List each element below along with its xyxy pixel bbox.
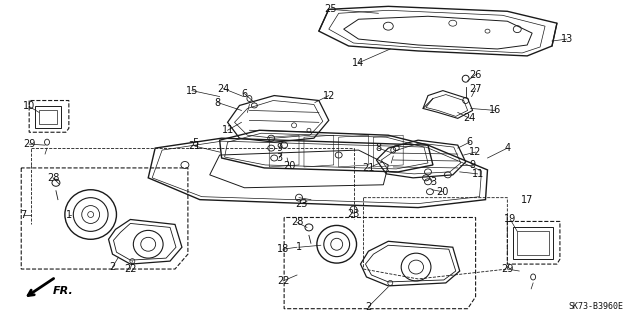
Text: 23: 23 (348, 209, 360, 219)
Text: 22: 22 (124, 264, 136, 274)
Text: 20: 20 (436, 187, 449, 197)
Text: 6: 6 (241, 89, 248, 99)
Text: 26: 26 (469, 70, 482, 80)
Text: 24: 24 (463, 113, 476, 123)
Text: 12: 12 (323, 91, 335, 100)
Text: 28: 28 (291, 218, 303, 227)
Text: 23: 23 (295, 199, 307, 209)
Text: 10: 10 (23, 101, 35, 111)
Text: 21: 21 (362, 163, 374, 173)
Text: 12: 12 (469, 147, 482, 157)
Text: 21: 21 (189, 141, 201, 151)
Bar (35, 107, 61, 128)
Text: 29: 29 (23, 139, 35, 149)
Text: 19: 19 (504, 214, 516, 225)
Text: 16: 16 (490, 106, 502, 115)
Bar (39, 110, 57, 124)
Text: 4: 4 (504, 143, 511, 153)
Text: 1: 1 (66, 210, 72, 219)
Bar (513, 227, 553, 259)
Text: SK73-B3960E: SK73-B3960E (569, 302, 624, 311)
Text: 15: 15 (186, 85, 198, 96)
Bar (517, 231, 549, 255)
Text: 3: 3 (276, 153, 282, 163)
Text: 17: 17 (521, 195, 533, 205)
Text: 1: 1 (296, 242, 302, 252)
Text: 6: 6 (467, 137, 473, 147)
Text: 28: 28 (47, 173, 59, 183)
Text: 29: 29 (501, 264, 513, 274)
Text: 3: 3 (430, 177, 436, 187)
Text: 2: 2 (109, 262, 116, 272)
Text: 2: 2 (365, 302, 372, 312)
Text: 20: 20 (283, 161, 295, 171)
Text: 7: 7 (20, 210, 26, 219)
Text: 9: 9 (470, 160, 476, 170)
Text: 8: 8 (375, 143, 381, 153)
Text: 18: 18 (277, 244, 289, 254)
Text: FR.: FR. (53, 286, 74, 296)
Text: 9: 9 (276, 143, 282, 153)
Text: 8: 8 (214, 98, 221, 108)
Text: 22: 22 (277, 276, 289, 286)
Text: 11: 11 (221, 125, 234, 135)
Text: 13: 13 (561, 34, 573, 44)
Text: 14: 14 (353, 58, 365, 68)
Text: 27: 27 (469, 84, 482, 93)
Text: 25: 25 (324, 4, 337, 14)
Text: 24: 24 (218, 84, 230, 93)
Text: 11: 11 (472, 169, 484, 179)
Text: 5: 5 (192, 138, 198, 148)
